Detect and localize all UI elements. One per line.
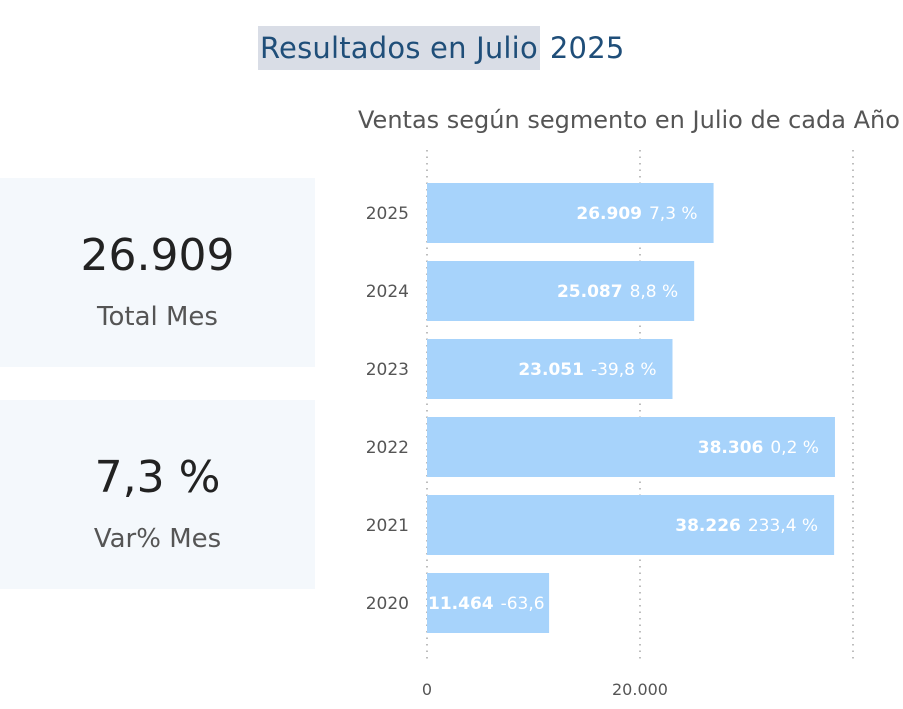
category-label-2020: 2020 [366, 594, 409, 614]
value-label-2021: 38.226 [675, 516, 741, 536]
value-label-2022: 38.306 [698, 438, 764, 458]
bar-2024 [427, 261, 695, 321]
chart-title: Ventas según segmento en Julio de cada A… [358, 106, 900, 134]
pct-label-2020: -63,6 [501, 594, 545, 614]
kpi-card-variation: 7,3 % Var% Mes [0, 400, 315, 589]
category-label-2022: 2022 [366, 438, 409, 458]
bar-2020 [427, 573, 550, 633]
pct-label-2023: -39,8 % [591, 360, 657, 380]
value-label-2023: 23.051 [518, 360, 584, 380]
page-title-year: 2025 [549, 31, 625, 65]
bar-2025 [427, 183, 714, 243]
pct-label-2022: 0,2 % [770, 438, 819, 458]
category-label-2023: 2023 [366, 360, 409, 380]
value-label-2020: 11.464 [428, 594, 494, 614]
kpi-card-total: 26.909 Total Mes [0, 178, 315, 367]
page-title: Resultados en Julio 2025 [258, 26, 625, 70]
category-label-2021: 2021 [366, 516, 409, 536]
bar-2023 [427, 339, 673, 399]
value-label-2024: 25.087 [557, 282, 623, 302]
pct-label-2024: 8,8 % [630, 282, 679, 302]
kpi-variation-label: Var% Mes [93, 524, 222, 554]
value-label-2025: 26.909 [576, 204, 642, 224]
bar-2022 [427, 417, 835, 477]
x-tick-label-0: 0 [422, 680, 432, 699]
bar-2021 [427, 495, 835, 555]
kpi-total-label: Total Mes [97, 302, 218, 332]
category-label-2025: 2025 [366, 204, 409, 224]
page-title-main: Resultados en Julio [258, 26, 540, 70]
x-tick-label-1: 20.000 [612, 680, 668, 699]
pct-label-2025: 7,3 % [649, 204, 698, 224]
category-label-2024: 2024 [366, 282, 409, 302]
kpi-total-value: 26.909 [80, 230, 235, 281]
kpi-variation-value: 7,3 % [94, 452, 221, 503]
pct-label-2021: 233,4 % [748, 516, 818, 536]
